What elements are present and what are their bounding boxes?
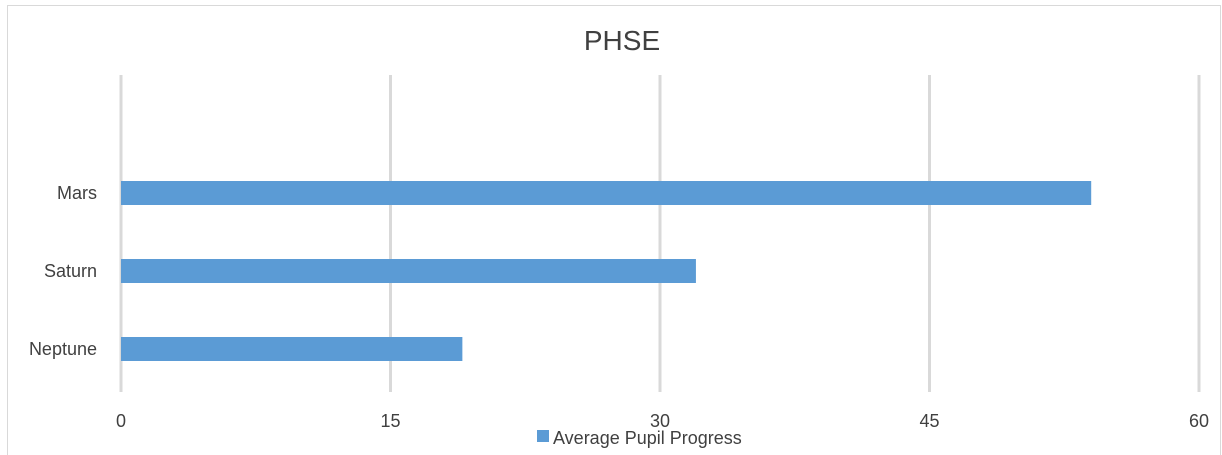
bars xyxy=(121,181,1091,361)
x-tick-label: 15 xyxy=(380,411,400,431)
legend-label: Average Pupil Progress xyxy=(553,428,742,448)
legend: Average Pupil Progress xyxy=(537,428,742,448)
bar-mars xyxy=(121,181,1091,205)
bar-neptune xyxy=(121,337,462,361)
category-label-saturn: Saturn xyxy=(44,261,97,281)
chart-title: PHSE xyxy=(584,25,660,56)
category-label-neptune: Neptune xyxy=(29,339,97,359)
legend-swatch xyxy=(537,430,549,442)
category-label-mars: Mars xyxy=(57,183,97,203)
x-tick-label: 0 xyxy=(116,411,126,431)
x-tick-label: 45 xyxy=(919,411,939,431)
x-tick-label: 60 xyxy=(1189,411,1209,431)
bar-saturn xyxy=(121,259,696,283)
category-labels: Mars Saturn Neptune xyxy=(29,183,97,359)
